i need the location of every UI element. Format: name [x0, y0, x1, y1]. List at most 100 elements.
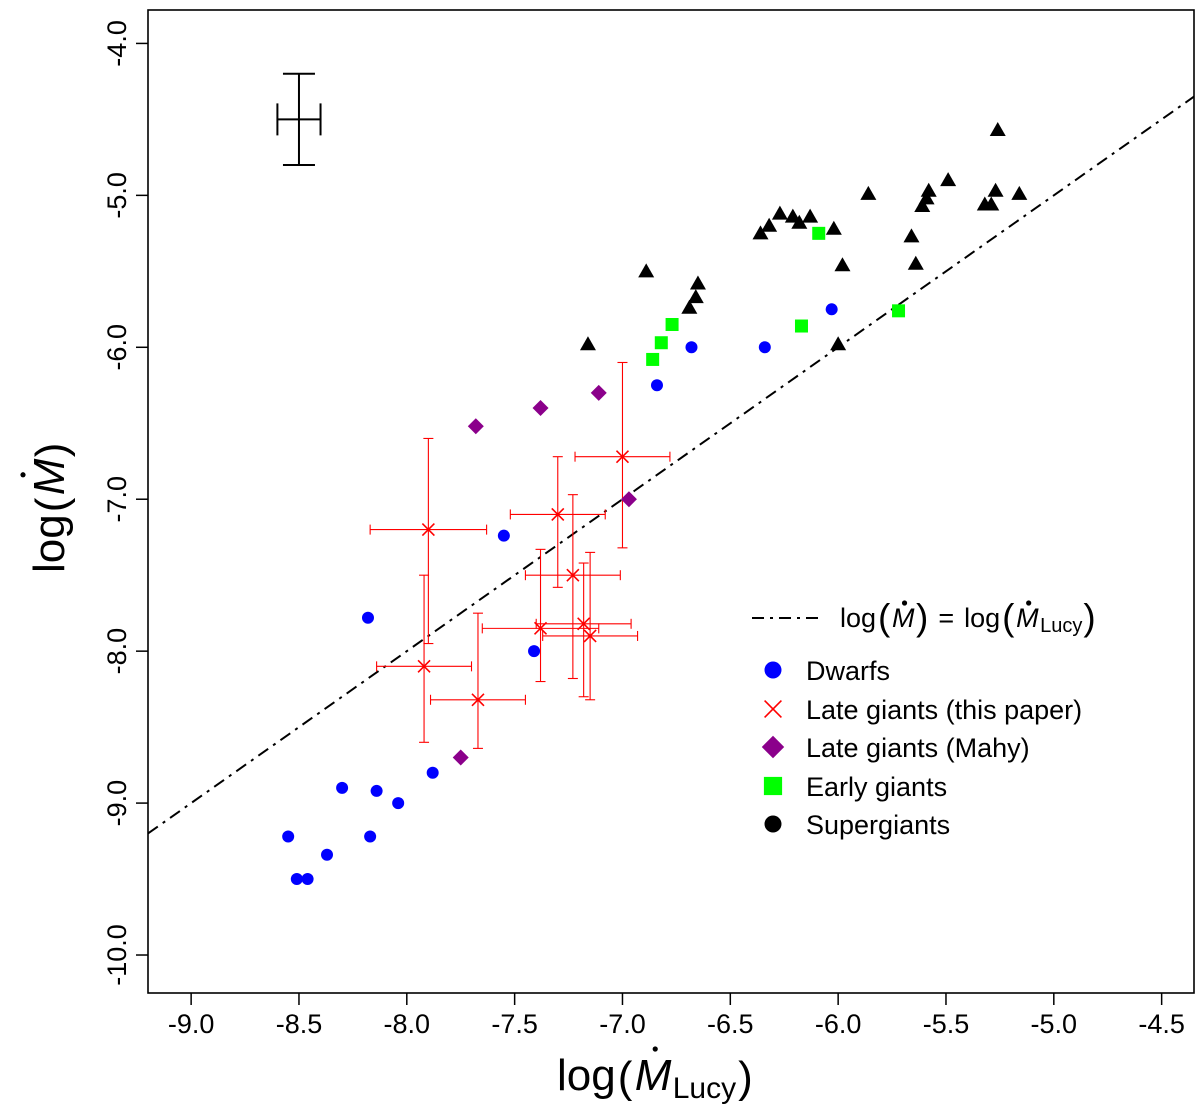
point-dwarfs: [528, 645, 541, 658]
y-tick-label: -6.0: [102, 324, 132, 371]
point-supergiants: [1011, 185, 1028, 200]
typical-error-bar: [276, 72, 322, 166]
point-supergiants: [689, 275, 706, 290]
x-tick-label: -7.5: [491, 1009, 538, 1039]
point-supergiants: [638, 263, 655, 278]
data-points: [282, 122, 1028, 886]
x-axis-title-subscript: Lucy: [673, 1072, 736, 1105]
y-tick-label: -9.0: [102, 780, 132, 827]
x-tick-label: -9.0: [168, 1009, 215, 1039]
y-axis-title-paren: ): [27, 443, 76, 458]
point-dwarfs: [282, 830, 295, 843]
point-dwarfs: [650, 379, 663, 392]
overdot: [652, 1046, 658, 1052]
reference-line-path: [147, 95, 1195, 835]
point-late-giants-this-paper: [417, 659, 431, 673]
y-tick-label: -10.0: [102, 924, 132, 986]
point-late-giants-mahy: [467, 418, 484, 435]
point-early-giants: [892, 304, 906, 318]
axis-titles: log(M Lucy)log(M): [20, 443, 753, 1105]
x-axis-title-paren: ): [738, 1053, 753, 1102]
point-dwarfs: [321, 848, 334, 861]
legend-eq-log-2: log: [964, 603, 1000, 633]
point-late-giants-this-paper: [577, 617, 591, 631]
x-tick-label: -4.5: [1138, 1009, 1185, 1039]
legend-eq-paren: (: [878, 597, 891, 638]
point-supergiants: [920, 182, 937, 197]
point-supergiants: [907, 255, 924, 270]
point-dwarfs: [685, 341, 698, 354]
overdot: [20, 472, 26, 478]
point-late-giants-mahy: [590, 384, 607, 401]
overdot: [1026, 600, 1032, 606]
point-supergiants: [834, 257, 851, 272]
legend-label-dwarfs: Dwarfs: [806, 656, 890, 686]
m-dot-symbol: M: [25, 458, 74, 495]
m-dot-symbol: M: [1016, 603, 1039, 633]
x-tick-label: -8.0: [384, 1009, 431, 1039]
point-dwarfs: [361, 611, 374, 624]
point-supergiants: [989, 122, 1006, 137]
point-supergiants: [903, 228, 920, 243]
plot-border: [147, 9, 1195, 994]
point-late-giants-this-paper: [551, 507, 565, 521]
point-dwarfs: [426, 766, 439, 779]
point-supergiants: [771, 205, 788, 220]
point-late-giants-this-paper: [615, 450, 630, 464]
legend-label-supergiants: Supergiants: [806, 810, 950, 840]
y-tick-label: -7.0: [102, 476, 132, 523]
point-supergiants: [681, 299, 698, 314]
point-supergiants: [752, 225, 769, 240]
y-tick-label: -4.0: [102, 20, 132, 67]
error-bar: [369, 437, 488, 645]
point-dwarfs: [364, 830, 377, 843]
m-dot-symbol: M: [635, 1051, 672, 1100]
legend-eq-paren: ): [916, 597, 928, 638]
point-supergiants: [791, 214, 808, 229]
point-early-giants: [654, 336, 668, 350]
point-supergiants: [918, 190, 935, 205]
legend-marker-supergiants: [764, 815, 782, 833]
point-supergiants: [983, 196, 1000, 211]
legend-label-early-giants: Early giants: [806, 772, 947, 802]
legend-eq-equals: =: [938, 603, 954, 633]
point-supergiants: [802, 208, 819, 223]
point-late-giants-mahy: [532, 400, 549, 417]
point-supergiants: [687, 289, 704, 304]
point-supergiants: [825, 220, 842, 235]
legend-eq-paren: (: [1002, 597, 1015, 638]
point-supergiants: [940, 172, 957, 187]
point-late-giants-this-paper: [566, 568, 580, 582]
legend-marker-late-giants-mahy: [761, 735, 785, 759]
legend-marker-late-giants-this-paper: [764, 700, 782, 718]
point-dwarfs: [336, 781, 349, 794]
legend-eq-subscript: Lucy: [1040, 615, 1082, 637]
point-dwarfs: [290, 873, 303, 886]
legend-eq-log-1: log: [840, 603, 876, 633]
reference-line: [147, 95, 1195, 835]
error-bar: [542, 551, 639, 701]
y-axis-title: log (M): [20, 443, 76, 573]
point-supergiants: [761, 217, 778, 232]
error-bar: [481, 548, 600, 683]
point-early-giants: [646, 352, 660, 366]
y-axis-title-log: log: [25, 514, 74, 573]
point-supergiants: [987, 182, 1004, 197]
point-supergiants: [830, 336, 847, 351]
point-dwarfs: [497, 529, 510, 542]
point-late-giants-this-paper: [421, 523, 435, 537]
point-dwarfs: [392, 797, 405, 810]
y-axis: -4.0 -5.0 -6.0 -7.0 -8.0 -9.0 -10.0: [102, 20, 148, 986]
x-axis-title-paren: (: [618, 1053, 633, 1102]
point-early-giants: [665, 317, 679, 331]
point-supergiants: [860, 185, 877, 200]
point-late-giants-this-paper: [583, 629, 597, 643]
legend-marker-early-giants: [763, 776, 783, 796]
point-late-giants-this-paper: [471, 693, 485, 707]
point-late-giants-this-paper: [533, 621, 548, 635]
y-tick-label: -8.0: [102, 628, 132, 675]
error-bar: [429, 612, 526, 749]
point-late-giants-mahy: [452, 749, 469, 766]
